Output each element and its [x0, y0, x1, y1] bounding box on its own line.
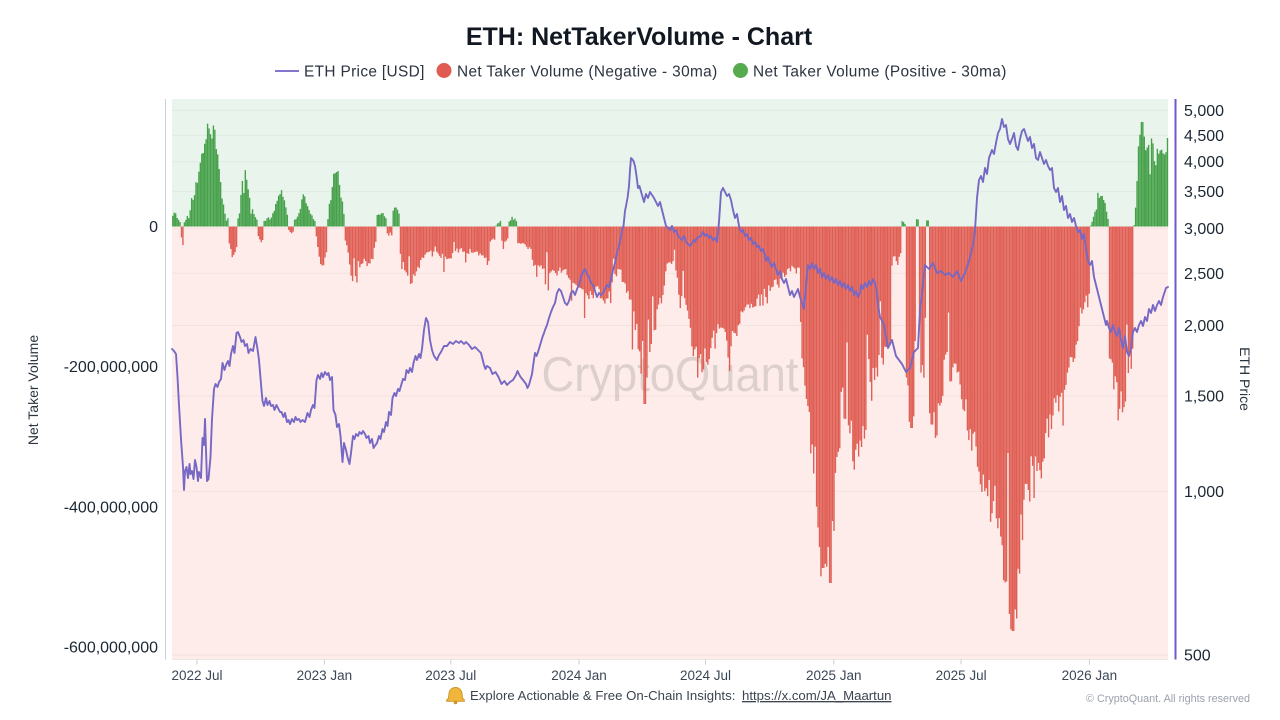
svg-text:2023 Jul: 2023 Jul	[425, 668, 476, 683]
svg-text:CryptoQuant: CryptoQuant	[542, 348, 799, 402]
svg-text:ETH Price: ETH Price	[1237, 347, 1253, 411]
svg-text:ETH Price [USD]: ETH Price [USD]	[304, 64, 425, 81]
svg-text:3,000: 3,000	[1184, 221, 1224, 238]
svg-text:5,000: 5,000	[1184, 103, 1224, 120]
svg-text:https://x.com/JA_Maartun: https://x.com/JA_Maartun	[742, 688, 892, 703]
svg-text:2,500: 2,500	[1184, 266, 1224, 283]
svg-text:Net Taker Volume (Positive - 3: Net Taker Volume (Positive - 30ma)	[753, 64, 1007, 81]
svg-text:500: 500	[1184, 648, 1211, 665]
svg-text:2025 Jan: 2025 Jan	[806, 668, 862, 683]
svg-text:Net Taker Volume (Negative - 3: Net Taker Volume (Negative - 30ma)	[457, 64, 718, 81]
svg-text:-600,000,000: -600,000,000	[64, 640, 158, 657]
svg-text:Net Taker Volume: Net Taker Volume	[25, 335, 41, 445]
svg-text:Explore Actionable & Free On-C: Explore Actionable & Free On-Chain Insig…	[470, 688, 735, 703]
svg-text:2024 Jul: 2024 Jul	[680, 668, 731, 683]
svg-text:2022 Jul: 2022 Jul	[171, 668, 222, 683]
svg-text:2026 Jan: 2026 Jan	[1062, 668, 1118, 683]
svg-text:3,500: 3,500	[1184, 184, 1224, 201]
svg-text:2024 Jan: 2024 Jan	[551, 668, 607, 683]
svg-text:-400,000,000: -400,000,000	[64, 500, 158, 517]
svg-text:4,000: 4,000	[1184, 154, 1224, 171]
svg-text:-200,000,000: -200,000,000	[64, 359, 158, 376]
svg-text:© CryptoQuant. All rights rese: © CryptoQuant. All rights reserved	[1086, 693, 1250, 705]
svg-text:ETH: NetTakerVolume - Chart: ETH: NetTakerVolume - Chart	[466, 23, 813, 51]
svg-text:4,500: 4,500	[1184, 128, 1224, 145]
svg-text:2023 Jan: 2023 Jan	[297, 668, 353, 683]
svg-text:1,000: 1,000	[1184, 484, 1224, 501]
svg-text:2,000: 2,000	[1184, 318, 1224, 335]
svg-text:1,500: 1,500	[1184, 389, 1224, 406]
svg-text:0: 0	[149, 219, 158, 236]
svg-text:2025 Jul: 2025 Jul	[936, 668, 987, 683]
